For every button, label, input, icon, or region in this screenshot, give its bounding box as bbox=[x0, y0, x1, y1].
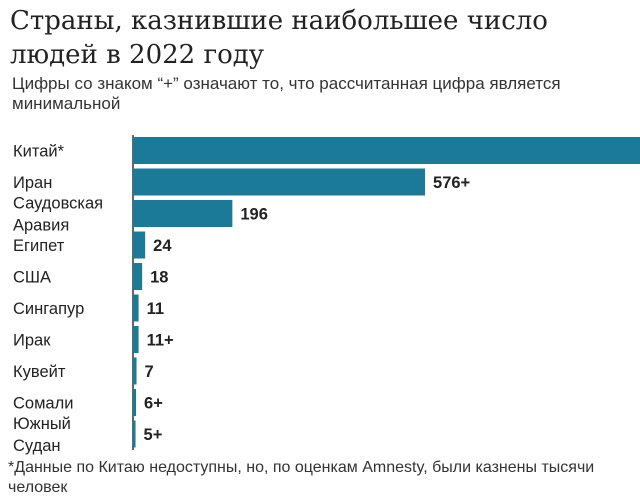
bar-10 bbox=[133, 420, 136, 448]
value-label-2: 576+ bbox=[433, 174, 470, 192]
value-label-4: 24 bbox=[153, 237, 172, 255]
bar-4 bbox=[133, 231, 146, 259]
category-label-7: Ирак bbox=[13, 332, 51, 350]
category-label-1: Китай* bbox=[13, 143, 65, 161]
category-label-9: Сомали bbox=[13, 395, 73, 413]
category-label-8: Кувейт bbox=[13, 363, 66, 381]
bar-5 bbox=[133, 263, 143, 290]
bar-7 bbox=[133, 326, 139, 353]
chart-title: Страны, казнившие наибольшее число людей… bbox=[10, 6, 548, 70]
bar-1 bbox=[133, 137, 640, 164]
chart-subtitle: Цифры со знаком “+” означают то, что рас… bbox=[12, 74, 561, 113]
bar-6 bbox=[133, 294, 139, 322]
category-label-4: Египет bbox=[13, 237, 65, 255]
bar-3 bbox=[133, 200, 233, 227]
category-label-2: Иран bbox=[13, 174, 52, 192]
value-label-7: 11+ bbox=[147, 332, 174, 350]
value-label-5: 18 bbox=[150, 269, 168, 287]
bar-8 bbox=[133, 357, 137, 385]
bar-9 bbox=[133, 389, 137, 416]
value-label-9: 6+ bbox=[144, 395, 163, 413]
value-label-6: 11 bbox=[147, 300, 164, 318]
bar-chart: Китай* Иран 576+ Саудовская Аравия 196 Египет 2… bbox=[13, 135, 640, 455]
category-label-3: Саудовская Аравия bbox=[13, 195, 103, 235]
category-label-6: Сингапур bbox=[13, 300, 84, 318]
value-label-3: 196 bbox=[240, 206, 268, 224]
value-label-8: 7 bbox=[145, 363, 154, 381]
category-label-5: США bbox=[13, 269, 51, 287]
category-label-10: Южный Судан bbox=[13, 415, 71, 455]
bar-2 bbox=[133, 168, 426, 196]
value-label-10: 5+ bbox=[144, 426, 163, 444]
footnote: *Данные по Китаю недоступны, но, по оцен… bbox=[8, 459, 595, 496]
